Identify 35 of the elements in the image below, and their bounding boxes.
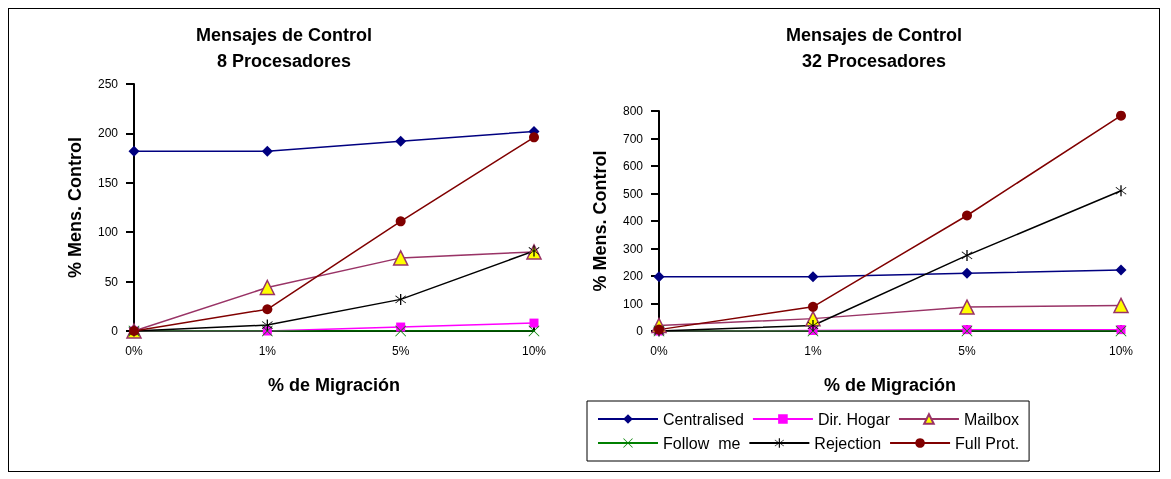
x-tick-label: 0%	[125, 344, 143, 358]
x-tick-label: 10%	[1108, 344, 1134, 358]
legend-label: Follow me	[663, 434, 741, 452]
x-tick-label: 1%	[804, 344, 822, 358]
x-tick-label: 5%	[391, 344, 410, 358]
legend-label: Mailbox	[963, 410, 1020, 428]
y-tick-label: 100	[622, 296, 644, 311]
legend-label: Full Prot.	[955, 434, 1020, 452]
x-tick-label: 0%	[650, 344, 668, 358]
y-tick-label: 400	[622, 214, 644, 228]
x-tick-label: 10%	[521, 344, 547, 358]
y-tick-label: 100	[97, 225, 119, 240]
x-axis-title: % de Migración	[823, 375, 957, 395]
x-axis-title: % de Migración	[267, 375, 401, 395]
legend-label: Centralised	[663, 410, 744, 428]
y-axis-title: % Mens. Control	[590, 150, 610, 292]
y-tick-label: 500	[622, 186, 644, 201]
y-tick-label: 600	[622, 159, 644, 173]
y-tick-label: 700	[622, 131, 644, 146]
x-tick-label: 1%	[258, 344, 277, 358]
y-tick-label: 200	[97, 126, 119, 141]
y-tick-label: 0	[111, 324, 119, 338]
chart-title: Mensajes de Control 32 Procesadores	[785, 25, 963, 71]
y-tick-label: 200	[622, 269, 644, 283]
legend-label: Rejection	[814, 434, 882, 452]
chart-title: Mensajes de Control 8 Procesadores	[195, 25, 373, 71]
y-tick-label: 250	[97, 77, 119, 91]
y-tick-label: 150	[97, 175, 119, 190]
y-axis-title: % Mens. Control	[65, 136, 85, 279]
x-tick-label: 5%	[958, 344, 976, 358]
y-tick-label: 300	[622, 241, 644, 256]
y-tick-label: 800	[622, 104, 644, 118]
y-tick-label: 0	[636, 324, 644, 338]
y-tick-label: 50	[104, 274, 119, 289]
legend-label: Dir. Hogar	[817, 410, 891, 428]
